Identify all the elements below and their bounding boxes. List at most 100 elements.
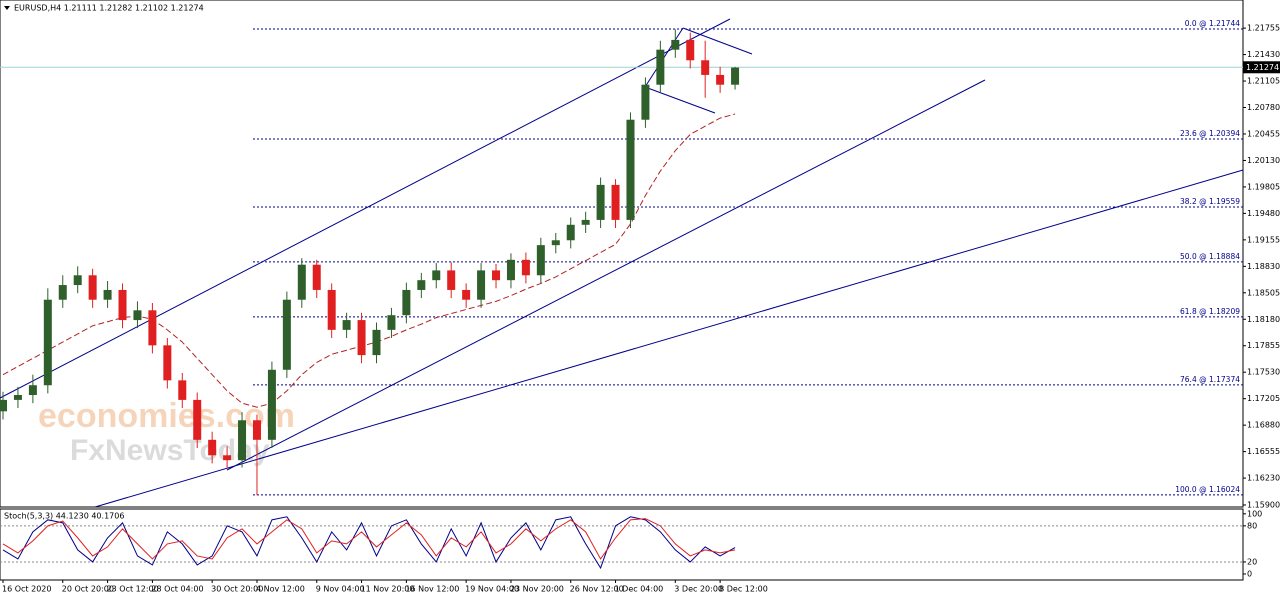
last-price-label: 1.21274 — [1246, 63, 1279, 72]
fib-label: 100.0 @ 1.16024 — [1175, 485, 1240, 494]
candle-body — [73, 275, 82, 286]
candle-body — [88, 275, 97, 300]
candle-body — [193, 399, 202, 440]
trendlines — [0, 18, 1244, 508]
candle-body — [238, 420, 247, 461]
x-tick-label: 1 Dec 04:00 — [615, 585, 664, 594]
candle-body — [297, 264, 306, 300]
stoch-line — [2, 516, 736, 570]
candle-body — [536, 245, 545, 276]
y-tick-label: 0 — [1247, 569, 1252, 578]
candle-body — [282, 299, 291, 370]
main-panel — [0, 0, 1244, 508]
candle-body — [701, 60, 710, 75]
fib-label: 38.2 @ 1.19559 — [1180, 197, 1240, 206]
y-tick-label: 1.17530 — [1247, 368, 1280, 377]
x-tick-label: 16 Nov 12:00 — [405, 585, 459, 594]
y-tick-label: 1.16230 — [1247, 474, 1280, 483]
trendline — [644, 86, 716, 114]
x-tick-label: 9 Nov 04:00 — [316, 585, 365, 594]
y-tick-label: 1.20455 — [1247, 129, 1280, 138]
candle-body — [402, 289, 411, 316]
x-tick-label: 20 Oct 20:00 — [62, 585, 114, 594]
watermark-text: economies.com — [38, 397, 295, 435]
x-tick-label: 30 Oct 20:00 — [211, 585, 263, 594]
candle-body — [208, 439, 217, 456]
x-tick-label: 16 Oct 2020 — [2, 585, 51, 594]
y-tick-label: 1.21755 — [1247, 24, 1280, 33]
candle-body — [462, 289, 471, 300]
y-tick-label: 1.17855 — [1247, 341, 1280, 350]
trendline — [682, 27, 753, 55]
candle-body — [447, 270, 456, 290]
y-tick-label: 1.21430 — [1247, 50, 1280, 59]
x-tick-label: 28 Oct 04:00 — [151, 585, 203, 594]
y-tick-label: 1.20780 — [1247, 103, 1280, 112]
x-tick-label: 26 Nov 12:00 — [570, 585, 624, 594]
y-tick-label: 80 — [1247, 521, 1257, 530]
x-tick-label: 4 Nov 12:00 — [256, 585, 305, 594]
fib-label: 50.0 @ 1.18884 — [1180, 252, 1240, 261]
candle-body — [118, 289, 127, 321]
fib-label: 76.4 @ 1.17374 — [1180, 375, 1240, 384]
trendline — [94, 169, 1244, 508]
y-tick-label: 1.18180 — [1247, 315, 1280, 324]
y-tick-label: 1.16880 — [1247, 421, 1280, 430]
y-tick-label: 1.16555 — [1247, 447, 1280, 456]
candle-body — [417, 280, 426, 290]
candle-body — [178, 380, 187, 400]
candle-body — [267, 369, 276, 440]
candle-body — [492, 270, 501, 281]
x-tick-label: 11 Nov 20:00 — [361, 585, 415, 594]
candle-body — [611, 184, 620, 220]
candle-body — [223, 455, 232, 461]
fib-label: 0.0 @ 1.21744 — [1185, 19, 1240, 28]
candle-body — [0, 399, 7, 412]
fib-label: 61.8 @ 1.18209 — [1180, 307, 1240, 316]
y-tick-label: 20 — [1247, 557, 1257, 566]
y-tick-label: 1.18830 — [1247, 262, 1280, 271]
y-tick-label: 1.19480 — [1247, 209, 1280, 218]
candle-body — [252, 420, 261, 440]
y-tick-label: 1.15900 — [1247, 500, 1280, 509]
y-tick-label: 1.18505 — [1247, 288, 1280, 297]
candle-body — [357, 320, 366, 356]
y-tick-label: 100 — [1247, 509, 1262, 518]
candle-body — [731, 67, 740, 85]
candle-body — [671, 39, 680, 50]
watermark-text: FxNewsToday — [70, 434, 270, 467]
candle-body — [58, 285, 67, 300]
stoch-title: Stoch(5,3,3) 44.1230 40.1706 — [4, 512, 124, 521]
candle-body — [13, 395, 22, 400]
fib-label: 23.6 @ 1.20394 — [1180, 129, 1240, 138]
stoch-line — [2, 518, 736, 560]
y-tick-label: 1.17205 — [1247, 394, 1280, 403]
candle-body — [656, 49, 665, 85]
candle-body — [641, 84, 650, 120]
candle-body — [327, 289, 336, 330]
x-tick-label: 3 Dec 20:00 — [674, 585, 723, 594]
candle-body — [163, 345, 172, 381]
candle-body — [43, 299, 52, 386]
candle-body — [103, 289, 112, 300]
x-tick-label: 23 Nov 20:00 — [510, 585, 564, 594]
last-price-box — [1243, 61, 1280, 74]
candle-body — [432, 270, 441, 281]
y-tick-label: 1.19155 — [1247, 235, 1280, 244]
x-tick-label: 23 Oct 12:00 — [107, 585, 159, 594]
x-tick-label: 19 Nov 04:00 — [465, 585, 519, 594]
chart-title: EURUSD,H4 1.21111 1.21282 1.21102 1.2127… — [14, 4, 204, 13]
candle-body — [596, 184, 605, 220]
y-tick-label: 1.20130 — [1247, 156, 1280, 165]
watermark: economies.com FxNewsToday — [38, 397, 295, 467]
stoch-panel — [0, 508, 1244, 581]
trendline — [0, 18, 731, 399]
candle-body — [551, 240, 560, 246]
menu-arrow[interactable] — [4, 6, 10, 10]
candle-body — [387, 315, 396, 330]
candle-body — [686, 39, 695, 61]
trendline — [226, 79, 986, 471]
y-tick-label: 1.19805 — [1247, 182, 1280, 191]
candle-body — [566, 224, 575, 241]
candle-body — [581, 219, 590, 225]
